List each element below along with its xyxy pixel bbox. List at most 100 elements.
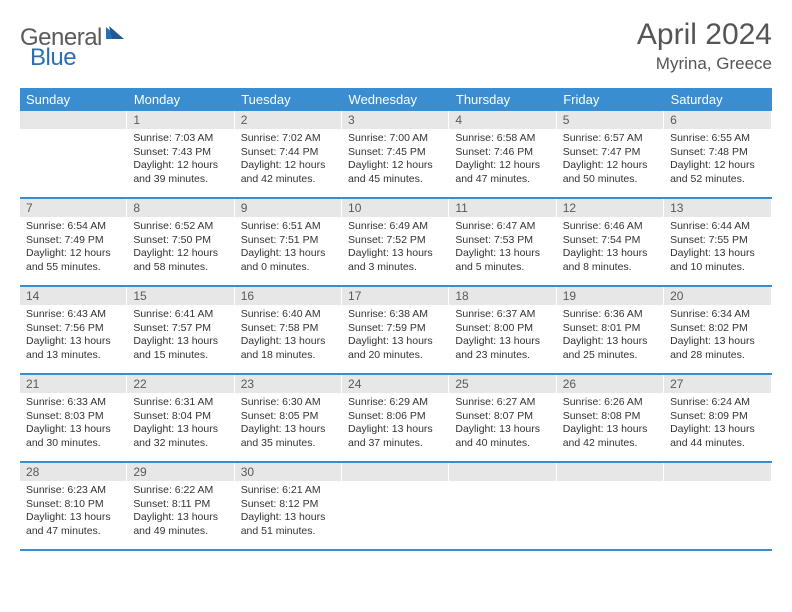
daylight-text: Daylight: 13 hours and 42 minutes. <box>563 423 658 450</box>
calendar-day-cell: 6Sunrise: 6:55 AMSunset: 7:48 PMDaylight… <box>664 111 771 199</box>
sunset-text: Sunset: 7:48 PM <box>670 146 765 160</box>
day-number <box>664 463 771 481</box>
day-number: 1 <box>127 111 234 129</box>
sunrise-text: Sunrise: 6:47 AM <box>455 220 550 234</box>
day-number <box>20 111 127 129</box>
sunrise-text: Sunrise: 6:21 AM <box>241 484 336 498</box>
sunrise-text: Sunrise: 6:27 AM <box>455 396 550 410</box>
day-details: Sunrise: 6:49 AMSunset: 7:52 PMDaylight:… <box>342 217 449 277</box>
sunset-text: Sunset: 7:56 PM <box>26 322 121 336</box>
day-number: 13 <box>664 199 771 217</box>
sunset-text: Sunset: 8:10 PM <box>26 498 121 512</box>
logo-text-2-wrap: Blue <box>30 44 76 72</box>
day-details: Sunrise: 6:22 AMSunset: 8:11 PMDaylight:… <box>127 481 234 541</box>
day-details: Sunrise: 6:44 AMSunset: 7:55 PMDaylight:… <box>664 217 771 277</box>
day-details: Sunrise: 6:41 AMSunset: 7:57 PMDaylight:… <box>127 305 234 365</box>
daylight-text: Daylight: 13 hours and 25 minutes. <box>563 335 658 362</box>
daylight-text: Daylight: 13 hours and 23 minutes. <box>455 335 550 362</box>
sunset-text: Sunset: 8:05 PM <box>241 410 336 424</box>
daylight-text: Daylight: 13 hours and 0 minutes. <box>241 247 336 274</box>
day-details <box>20 129 127 134</box>
sunset-text: Sunset: 8:02 PM <box>670 322 765 336</box>
day-details: Sunrise: 6:31 AMSunset: 8:04 PMDaylight:… <box>127 393 234 453</box>
sunrise-text: Sunrise: 6:33 AM <box>26 396 121 410</box>
daylight-text: Daylight: 13 hours and 10 minutes. <box>670 247 765 274</box>
sunset-text: Sunset: 8:00 PM <box>455 322 550 336</box>
day-number: 20 <box>664 287 771 305</box>
day-details: Sunrise: 7:00 AMSunset: 7:45 PMDaylight:… <box>342 129 449 189</box>
calendar-day-cell: 29Sunrise: 6:22 AMSunset: 8:11 PMDayligh… <box>127 463 234 551</box>
day-details <box>342 481 449 486</box>
day-number: 6 <box>664 111 771 129</box>
sunset-text: Sunset: 8:03 PM <box>26 410 121 424</box>
calendar-day-cell: 22Sunrise: 6:31 AMSunset: 8:04 PMDayligh… <box>127 375 234 463</box>
sunrise-text: Sunrise: 6:46 AM <box>563 220 658 234</box>
sunset-text: Sunset: 8:07 PM <box>455 410 550 424</box>
day-details: Sunrise: 6:36 AMSunset: 8:01 PMDaylight:… <box>557 305 664 365</box>
sunset-text: Sunset: 7:49 PM <box>26 234 121 248</box>
calendar-day-cell: 23Sunrise: 6:30 AMSunset: 8:05 PMDayligh… <box>235 375 342 463</box>
day-details: Sunrise: 6:52 AMSunset: 7:50 PMDaylight:… <box>127 217 234 277</box>
sunset-text: Sunset: 7:59 PM <box>348 322 443 336</box>
weekday-header: Tuesday <box>235 88 342 111</box>
day-number: 15 <box>127 287 234 305</box>
day-number: 18 <box>449 287 556 305</box>
weekday-header: Sunday <box>20 88 127 111</box>
sunrise-text: Sunrise: 6:55 AM <box>670 132 765 146</box>
sunset-text: Sunset: 7:53 PM <box>455 234 550 248</box>
calendar-week-row: 7Sunrise: 6:54 AMSunset: 7:49 PMDaylight… <box>20 199 772 287</box>
sunset-text: Sunset: 7:54 PM <box>563 234 658 248</box>
sunrise-text: Sunrise: 6:29 AM <box>348 396 443 410</box>
sunrise-text: Sunrise: 6:51 AM <box>241 220 336 234</box>
weekday-header: Wednesday <box>342 88 449 111</box>
daylight-text: Daylight: 12 hours and 50 minutes. <box>563 159 658 186</box>
day-details: Sunrise: 7:03 AMSunset: 7:43 PMDaylight:… <box>127 129 234 189</box>
daylight-text: Daylight: 13 hours and 35 minutes. <box>241 423 336 450</box>
calendar-day-cell: 17Sunrise: 6:38 AMSunset: 7:59 PMDayligh… <box>342 287 449 375</box>
day-details: Sunrise: 6:23 AMSunset: 8:10 PMDaylight:… <box>20 481 127 541</box>
day-number: 2 <box>235 111 342 129</box>
day-number: 22 <box>127 375 234 393</box>
sunset-text: Sunset: 8:12 PM <box>241 498 336 512</box>
day-details: Sunrise: 6:55 AMSunset: 7:48 PMDaylight:… <box>664 129 771 189</box>
calendar-day-cell: 7Sunrise: 6:54 AMSunset: 7:49 PMDaylight… <box>20 199 127 287</box>
day-number: 5 <box>557 111 664 129</box>
calendar-day-cell <box>20 111 127 199</box>
title-block: April 2024 Myrina, Greece <box>637 18 772 74</box>
weekday-header: Monday <box>127 88 234 111</box>
sunrise-text: Sunrise: 6:41 AM <box>133 308 228 322</box>
sunset-text: Sunset: 7:57 PM <box>133 322 228 336</box>
day-number: 7 <box>20 199 127 217</box>
sunset-text: Sunset: 8:06 PM <box>348 410 443 424</box>
daylight-text: Daylight: 12 hours and 58 minutes. <box>133 247 228 274</box>
calendar-day-cell: 21Sunrise: 6:33 AMSunset: 8:03 PMDayligh… <box>20 375 127 463</box>
calendar-day-cell: 20Sunrise: 6:34 AMSunset: 8:02 PMDayligh… <box>664 287 771 375</box>
sunset-text: Sunset: 7:55 PM <box>670 234 765 248</box>
day-details: Sunrise: 6:30 AMSunset: 8:05 PMDaylight:… <box>235 393 342 453</box>
calendar-day-cell: 27Sunrise: 6:24 AMSunset: 8:09 PMDayligh… <box>664 375 771 463</box>
header: General April 2024 Myrina, Greece <box>20 18 772 74</box>
sunset-text: Sunset: 8:01 PM <box>563 322 658 336</box>
day-details: Sunrise: 6:34 AMSunset: 8:02 PMDaylight:… <box>664 305 771 365</box>
sunrise-text: Sunrise: 6:38 AM <box>348 308 443 322</box>
daylight-text: Daylight: 12 hours and 55 minutes. <box>26 247 121 274</box>
day-details <box>449 481 556 486</box>
calendar-day-cell: 28Sunrise: 6:23 AMSunset: 8:10 PMDayligh… <box>20 463 127 551</box>
sunrise-text: Sunrise: 6:57 AM <box>563 132 658 146</box>
calendar-day-cell: 26Sunrise: 6:26 AMSunset: 8:08 PMDayligh… <box>557 375 664 463</box>
sunrise-text: Sunrise: 6:26 AM <box>563 396 658 410</box>
daylight-text: Daylight: 13 hours and 5 minutes. <box>455 247 550 274</box>
daylight-text: Daylight: 13 hours and 18 minutes. <box>241 335 336 362</box>
day-number: 17 <box>342 287 449 305</box>
calendar-day-cell: 9Sunrise: 6:51 AMSunset: 7:51 PMDaylight… <box>235 199 342 287</box>
day-number: 3 <box>342 111 449 129</box>
day-details: Sunrise: 6:27 AMSunset: 8:07 PMDaylight:… <box>449 393 556 453</box>
calendar-day-cell <box>557 463 664 551</box>
calendar-header-row: Sunday Monday Tuesday Wednesday Thursday… <box>20 88 772 111</box>
sunset-text: Sunset: 7:46 PM <box>455 146 550 160</box>
sunset-text: Sunset: 7:43 PM <box>133 146 228 160</box>
sunset-text: Sunset: 8:11 PM <box>133 498 228 512</box>
day-number: 9 <box>235 199 342 217</box>
day-number: 28 <box>20 463 127 481</box>
daylight-text: Daylight: 13 hours and 30 minutes. <box>26 423 121 450</box>
